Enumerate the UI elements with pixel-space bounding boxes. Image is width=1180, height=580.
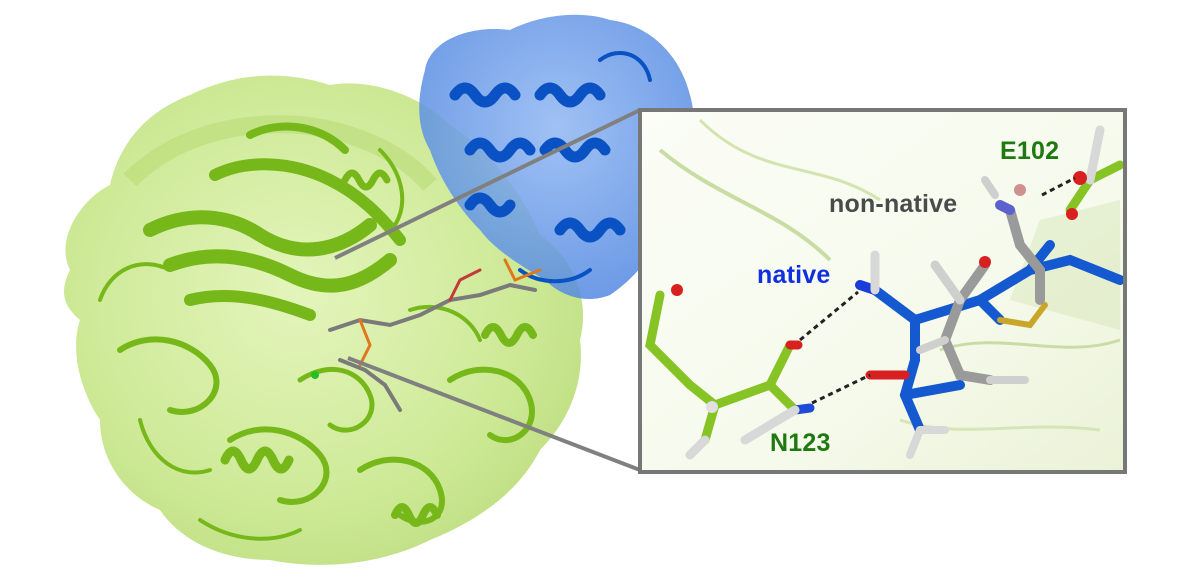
receptor-cartoon xyxy=(98,122,537,541)
residue-e102-sticks xyxy=(1065,125,1125,220)
interface-sticks xyxy=(311,258,542,412)
ligand-surface xyxy=(419,14,695,300)
ligand-cartoon xyxy=(449,50,652,284)
label-native: native xyxy=(757,261,831,289)
label-non-native: non-native xyxy=(829,190,958,218)
non-native-sticks xyxy=(916,176,1045,385)
zoom-connector-lines xyxy=(334,108,641,472)
label-e102: E102 xyxy=(1000,137,1060,165)
native-ligand-sticks xyxy=(855,240,1125,459)
label-n123: N123 xyxy=(770,429,831,457)
zoom-inset xyxy=(638,108,1127,474)
residue-n123-sticks xyxy=(645,284,815,460)
hydrogen-bonds xyxy=(799,176,1076,405)
